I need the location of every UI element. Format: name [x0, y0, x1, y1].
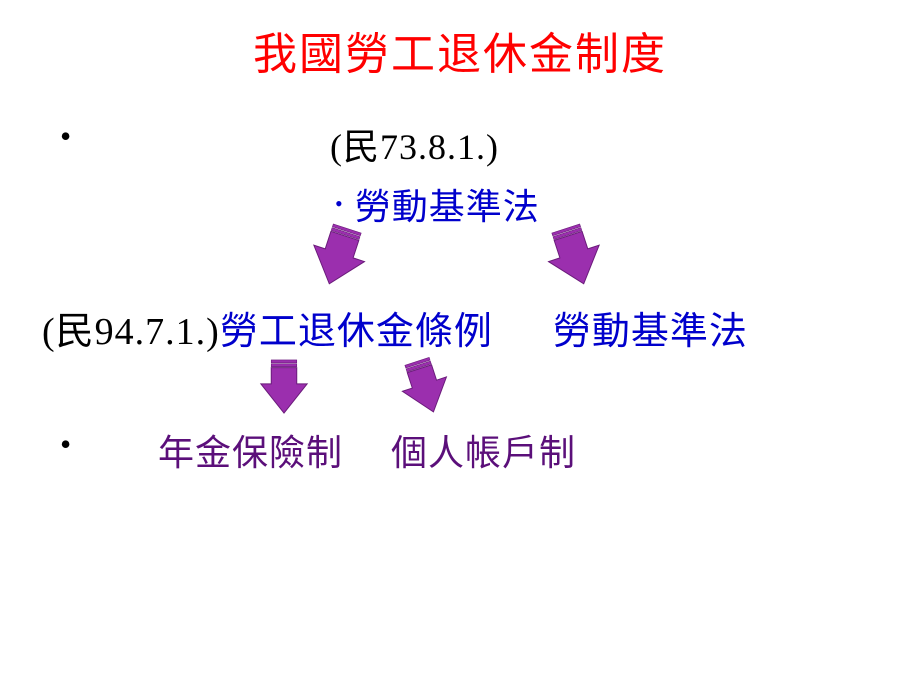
- annuity-insurance: 年金保險制: [158, 424, 343, 476]
- title-text: 我國勞工退休金制度: [253, 30, 667, 79]
- date-1-wrap: (民73.8.1.): [330, 118, 499, 170]
- individual-account: 個人帳戶制: [391, 424, 576, 476]
- bullet-dot: •: [60, 120, 71, 152]
- arrow-3: [260, 358, 308, 420]
- law-labor-standards: 勞動基準法: [553, 300, 748, 355]
- row-line3: (民94.7.1.) 勞工退休金條例 勞動基準法: [42, 300, 748, 355]
- small-bullet-icon: •: [335, 193, 343, 215]
- bullet-dot-2: •: [60, 428, 71, 460]
- date-2: (民94.7.1.): [42, 300, 220, 355]
- date-1: (民73.8.1.): [330, 118, 499, 170]
- row-law-1: • 勞動基準法: [335, 178, 540, 230]
- row-line4-labels: 年金保險制 個人帳戶制: [158, 424, 576, 476]
- arrow-2: [539, 218, 612, 299]
- arrow-4: [394, 352, 459, 426]
- law-pension-ordinance: 勞工退休金條例: [220, 300, 493, 355]
- row-date-1: •: [60, 120, 89, 152]
- row-line4: •: [60, 428, 89, 460]
- arrow-1: [301, 218, 374, 299]
- law-1-label: 勞動基準法: [355, 178, 540, 230]
- page-title: 我國勞工退休金制度: [0, 0, 920, 82]
